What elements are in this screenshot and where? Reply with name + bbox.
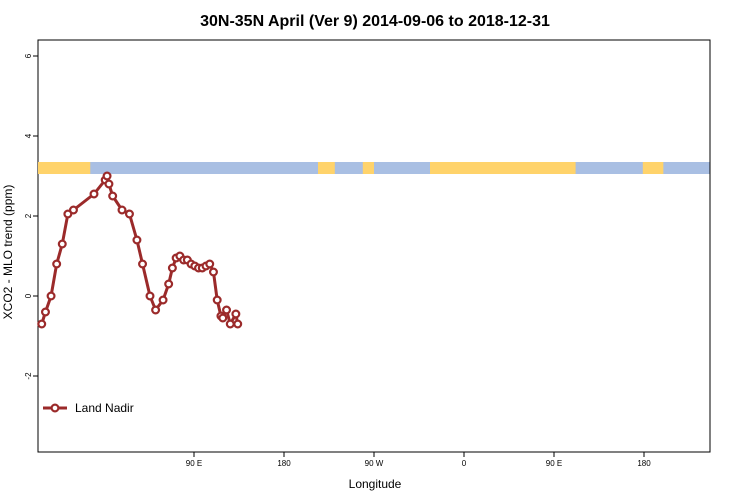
x-axis-label: Longitude [349, 477, 402, 491]
land-band [318, 162, 335, 174]
x-tick-label: 180 [637, 459, 651, 468]
series-point [68, 205, 78, 215]
series-point [225, 319, 235, 329]
series-point [108, 191, 118, 201]
legend-marker [50, 403, 60, 413]
y-tick-label: 2 [24, 213, 33, 218]
x-tick-label: 90 W [365, 459, 384, 468]
series-point [40, 307, 50, 317]
y-tick-label: -2 [24, 372, 33, 380]
series-point [117, 205, 127, 215]
series-point [164, 279, 174, 289]
series-point [208, 267, 218, 277]
series-point [124, 209, 134, 219]
y-tick-label: 0 [24, 293, 33, 298]
series-point [52, 259, 62, 269]
series-land-nadir [37, 171, 243, 329]
series-point [233, 319, 243, 329]
series-point [104, 179, 114, 189]
x-tick-label: 90 E [546, 459, 562, 468]
legend-entry: Land Nadir [75, 401, 134, 415]
x-tick-label: 90 E [186, 459, 202, 468]
series-point [218, 313, 228, 323]
land-band [430, 162, 576, 174]
land-band [38, 162, 91, 174]
series-point [63, 209, 73, 219]
series-point [158, 295, 168, 305]
y-tick-label: 6 [24, 53, 33, 58]
series-point [205, 259, 215, 269]
series-point [57, 239, 67, 249]
series-point [167, 263, 177, 273]
x-tick-label: 0 [462, 459, 467, 468]
series-layer [37, 171, 243, 329]
series-point [46, 291, 56, 301]
series-point [132, 235, 142, 245]
x-tick-label: 180 [277, 459, 291, 468]
land-band [642, 162, 664, 174]
series-point [145, 291, 155, 301]
series-point [231, 309, 241, 319]
series-point [138, 259, 148, 269]
series-point [102, 171, 112, 181]
series-point [212, 295, 222, 305]
series-point [37, 319, 47, 329]
y-tick-label: 4 [24, 133, 33, 138]
y-axis: -2 0 2 4 6 [24, 53, 38, 380]
land-band [362, 162, 374, 174]
series-point [222, 305, 232, 315]
land-ocean-band [38, 162, 710, 174]
series-point [89, 189, 99, 199]
y-axis-label: XCO2 - MLO trend (ppm) [1, 185, 15, 320]
chart-title: 30N-35N April (Ver 9) 2014-09-06 to 2018… [200, 13, 550, 30]
series-line [40, 174, 240, 326]
x-axis: 90 E 180 90 W 0 90 E 180 [186, 452, 651, 468]
series-point [151, 305, 161, 315]
legend: Land Nadir [43, 401, 134, 415]
